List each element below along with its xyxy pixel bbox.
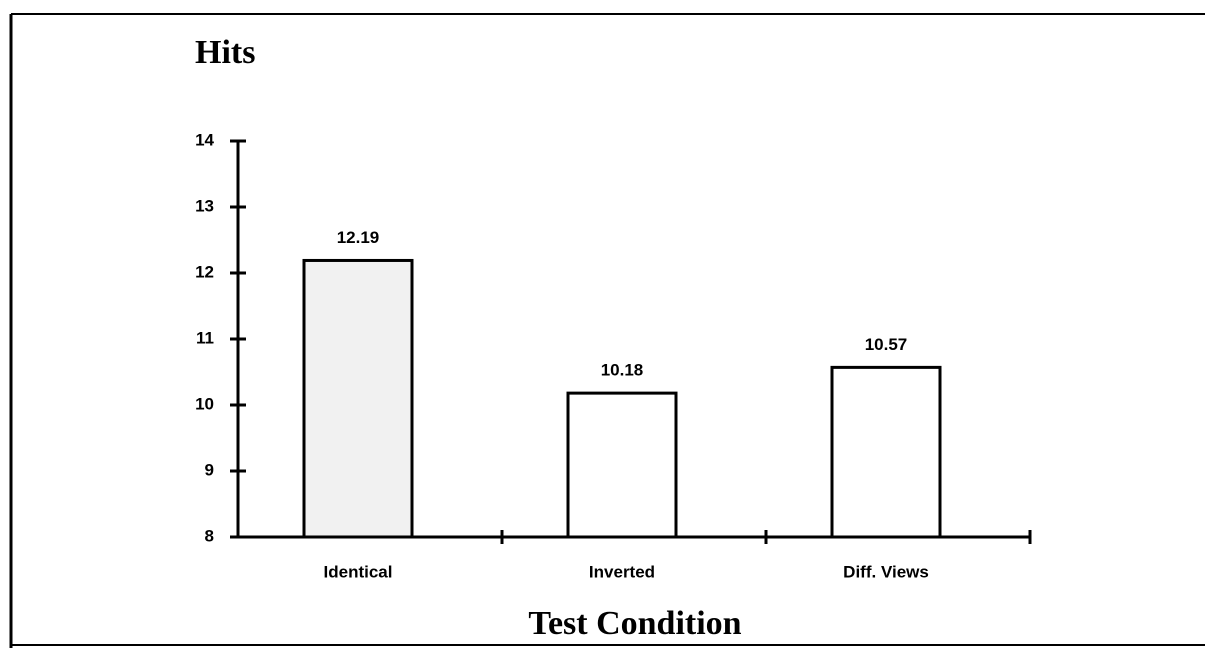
y-tick-label: 13 [195, 196, 214, 215]
y-tick-label: 9 [205, 460, 214, 479]
data-label: 10.18 [601, 361, 644, 380]
bar [830, 365, 942, 539]
x-tick-label: Identical [324, 562, 393, 581]
x-tick-label: Inverted [589, 562, 655, 581]
y-tick-label: 10 [195, 394, 214, 413]
data-label: 10.57 [865, 335, 908, 354]
y-tick-label: 14 [195, 130, 214, 149]
bar [566, 391, 678, 539]
data-label: 12.19 [337, 228, 380, 247]
y-axis-label: Hits [195, 34, 255, 71]
y-tick-label: 8 [205, 526, 214, 545]
x-tick-label: Diff. Views [843, 562, 929, 581]
y-tick-label: 11 [196, 328, 214, 347]
x-axis-label: Test Condition [528, 605, 741, 642]
y-tick-label: 12 [195, 262, 214, 281]
bar [302, 258, 414, 539]
